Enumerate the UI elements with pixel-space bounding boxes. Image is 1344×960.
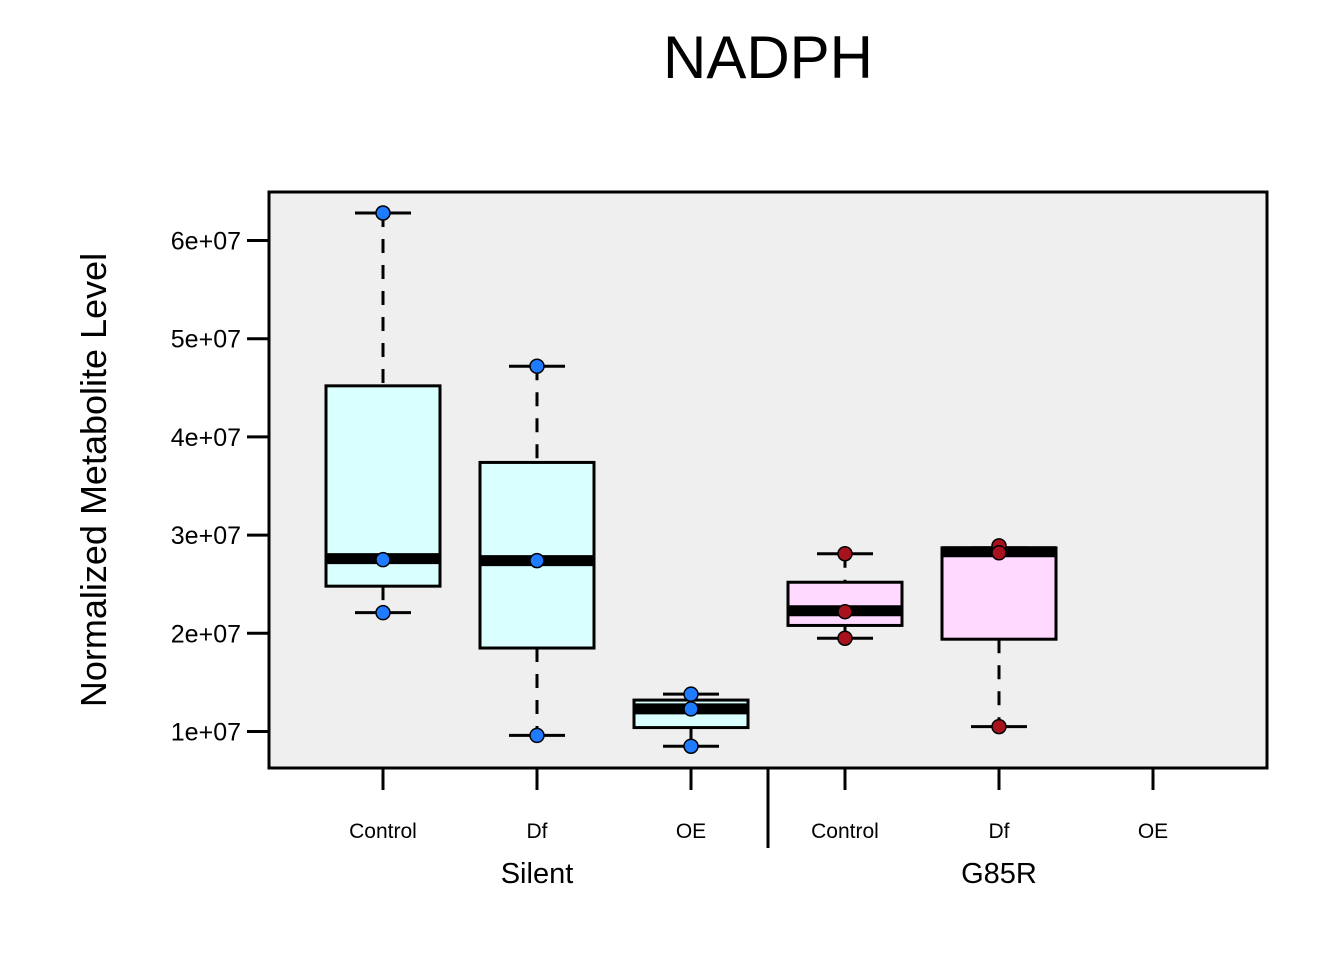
data-point bbox=[375, 205, 391, 221]
data-point bbox=[683, 738, 699, 754]
x-tick-label: Df bbox=[989, 820, 1010, 843]
x-tick-label: Control bbox=[811, 820, 879, 843]
y-tick-label: 3e+07 bbox=[171, 522, 241, 550]
iqr-box bbox=[786, 580, 904, 627]
y-tick-label: 5e+07 bbox=[171, 326, 241, 354]
iqr-box bbox=[940, 546, 1058, 641]
plot-frame bbox=[267, 190, 1269, 770]
y-axis-label: Normalized Metabolite Level bbox=[73, 253, 114, 707]
box-g85r-df bbox=[940, 538, 1058, 735]
x-tick-label: OE bbox=[676, 820, 706, 843]
data-point bbox=[837, 546, 853, 562]
data-point bbox=[683, 701, 699, 717]
boxes bbox=[324, 205, 1058, 754]
data-point bbox=[529, 552, 545, 569]
y-tick-label: 6e+07 bbox=[171, 228, 241, 256]
box-silent-df bbox=[478, 358, 596, 744]
data-point bbox=[991, 718, 1007, 735]
box-g85r-control bbox=[786, 546, 904, 646]
x-tick-label: OE bbox=[1138, 820, 1168, 843]
iqr-box bbox=[324, 384, 442, 588]
x-axis: Control Df OE Silent Control Df OE G85R bbox=[349, 768, 1168, 890]
y-tick-label: 1e+07 bbox=[171, 719, 241, 747]
group-label-silent: Silent bbox=[501, 858, 574, 890]
box-silent-oe bbox=[632, 686, 750, 754]
data-point bbox=[529, 727, 545, 744]
data-point bbox=[837, 630, 853, 646]
y-tick-label: 2e+07 bbox=[171, 620, 241, 648]
data-point bbox=[683, 686, 699, 702]
x-tick-label: Df bbox=[527, 820, 548, 843]
x-tick-label: Control bbox=[349, 820, 417, 843]
data-point bbox=[529, 358, 545, 374]
chart-title: NADPH bbox=[663, 24, 873, 91]
data-point bbox=[375, 551, 391, 568]
y-tick-label: 4e+07 bbox=[171, 424, 241, 452]
box-silent-control bbox=[324, 205, 442, 621]
y-axis: 1e+07 2e+07 3e+07 4e+07 5e+07 6e+07 bbox=[171, 228, 271, 747]
data-point bbox=[837, 603, 853, 620]
data-point bbox=[991, 545, 1007, 561]
data-point bbox=[375, 604, 391, 621]
group-label-g85r: G85R bbox=[961, 858, 1037, 890]
